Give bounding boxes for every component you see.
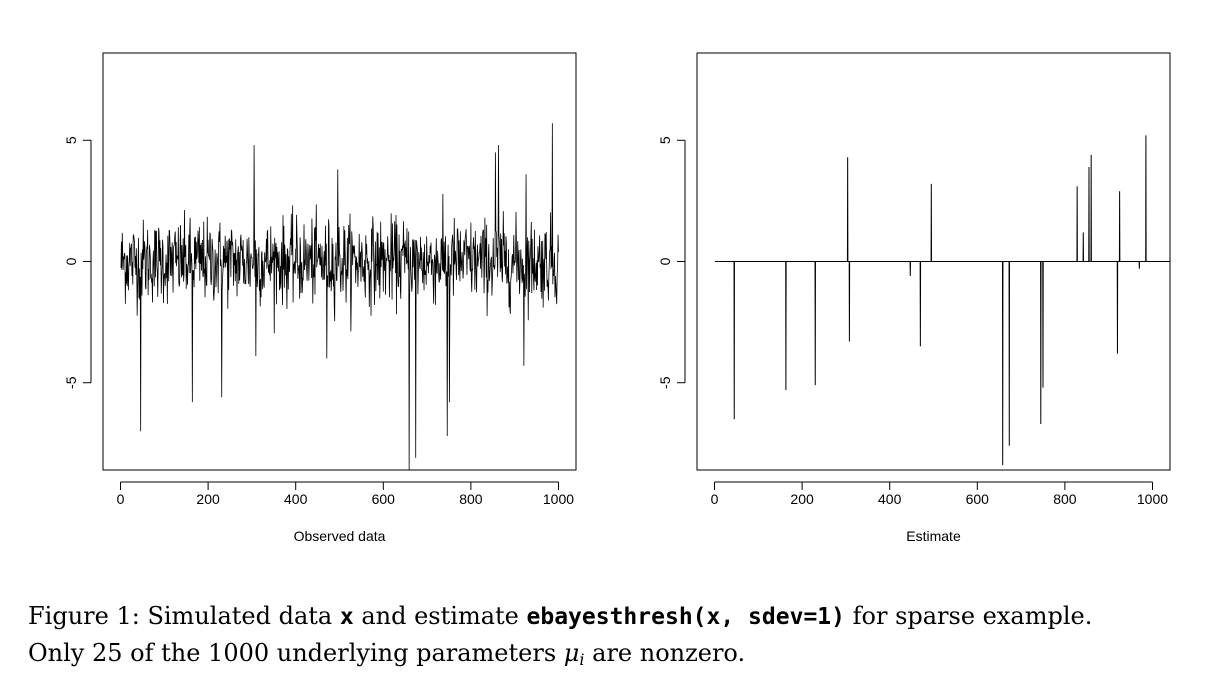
y-tick-label: 0 [657, 257, 673, 265]
x-tick-label: 1000 [1137, 491, 1168, 507]
x-tick-label: 1000 [543, 491, 574, 507]
series-estimate-line [714, 135, 1170, 466]
caption-line2-prefix: Only 25 of the 1000 underlying parameter… [28, 639, 564, 667]
x-tick-label: 400 [284, 491, 308, 507]
x-tick-label: 600 [372, 491, 396, 507]
caption-line-2: Only 25 of the 1000 underlying parameter… [28, 635, 1208, 678]
x-tick-label: 0 [711, 491, 719, 507]
caption-code-x: x [339, 604, 354, 630]
caption-code-call: ebayesthresh(x, sdev=1) [526, 604, 846, 630]
y-tick-label: 5 [63, 136, 79, 144]
caption-suffix: for sparse example. [845, 602, 1093, 630]
x-tick-label: 600 [966, 491, 990, 507]
caption-sub-i: i [579, 650, 585, 669]
figure-caption: Figure 1: Simulated data x and estimate … [28, 598, 1208, 678]
caption-mu: μ [563, 639, 580, 667]
x-tick-label: 400 [878, 491, 902, 507]
caption-line-1: Figure 1: Simulated data x and estimate … [28, 598, 1208, 635]
x-tick-label: 200 [196, 491, 220, 507]
panel-observed-data: 0 200 400 600 800 1000 -5 0 5 Observed data [63, 52, 577, 544]
y-tick-label: 5 [657, 136, 673, 144]
x-tick-label: 800 [459, 491, 483, 507]
caption-line2-suffix: are nonzero. [584, 639, 746, 667]
y-tick-label: -5 [657, 376, 673, 389]
figure: 0 200 400 600 800 1000 -5 0 5 Observed data 0 200 4… [63, 52, 1171, 544]
caption-middle: and estimate [353, 602, 527, 630]
caption-prefix: Figure 1: Simulated data [28, 602, 340, 630]
y-tick-label: 0 [63, 257, 79, 265]
x-tick-label: 200 [790, 491, 814, 507]
panel-estimate: 0 200 400 600 800 1000 -5 0 5 Estimate [657, 52, 1171, 544]
series-observed-line [120, 123, 559, 471]
x-axis-label: Observed data [294, 528, 386, 544]
x-tick-label: 0 [117, 491, 125, 507]
y-tick-label: -5 [63, 376, 79, 389]
plot-frame [102, 52, 577, 471]
x-axis-label: Estimate [906, 528, 961, 544]
x-tick-label: 800 [1053, 491, 1077, 507]
